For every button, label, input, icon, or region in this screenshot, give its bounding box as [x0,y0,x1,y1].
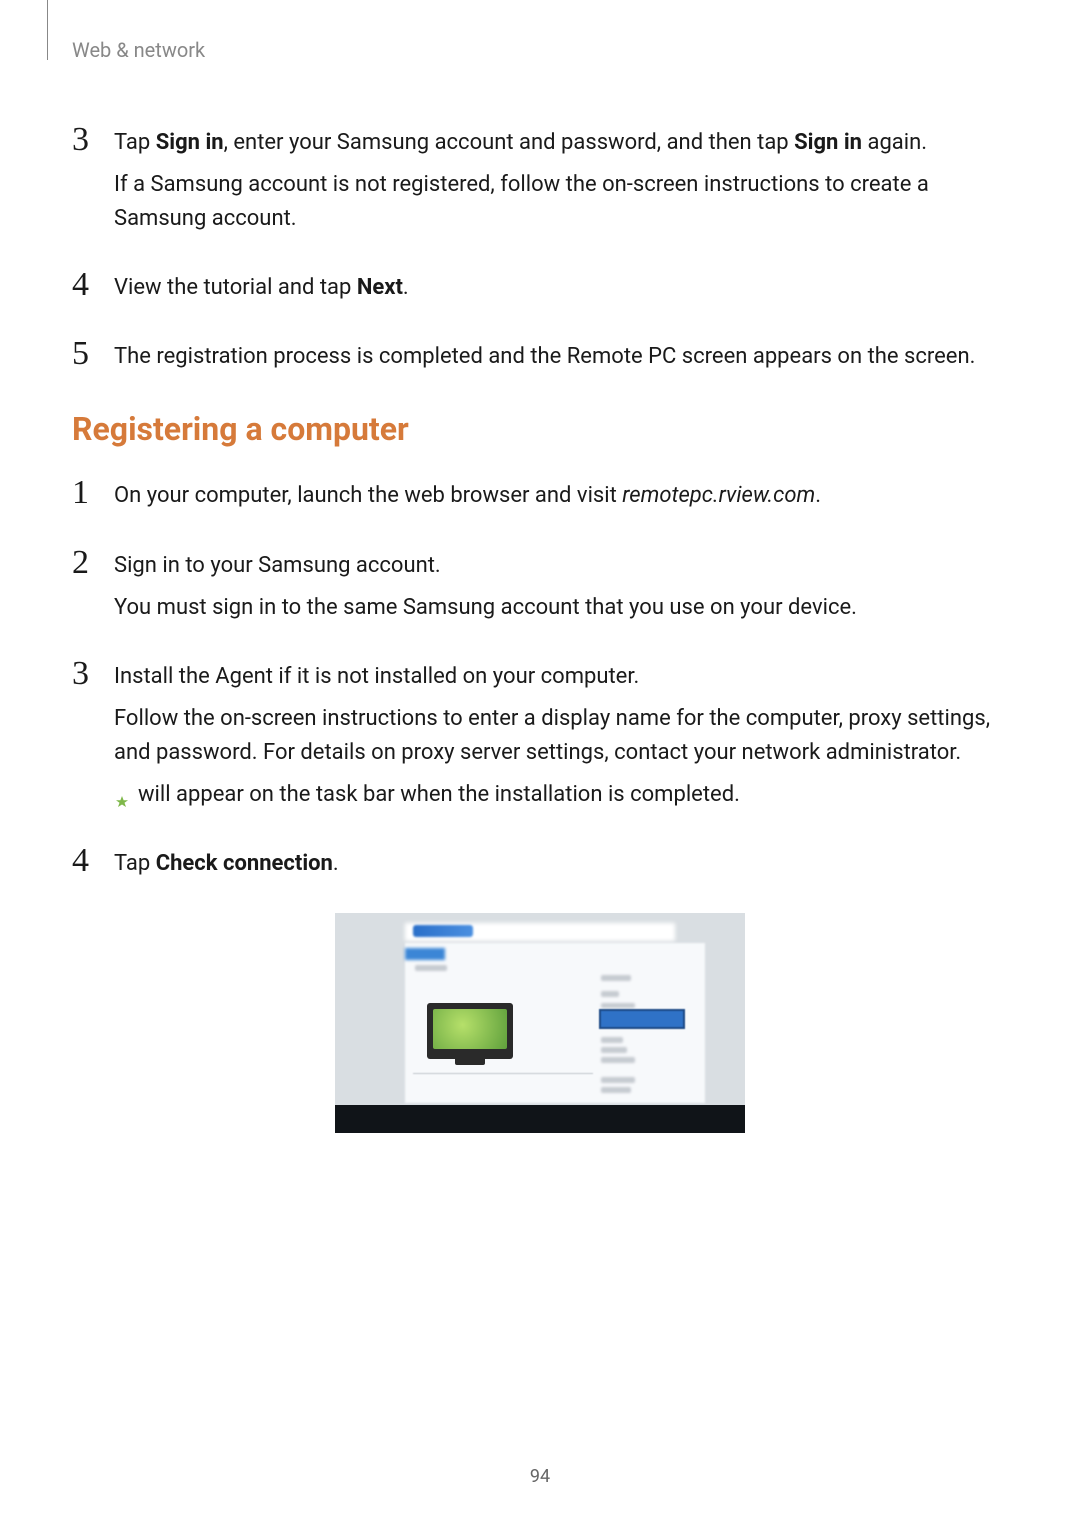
screenshot-footer [335,1105,745,1133]
step-text: Tap [114,851,156,876]
screenshot-text-blur [601,1077,635,1083]
step-text: Tap [114,130,156,155]
step-text: Install the Agent if it is not installed… [114,660,1008,694]
step-text: If a Samsung account is not registered, … [114,168,1008,236]
step-text: You must sign in to the same Samsung acc… [114,591,1008,625]
step-item: 3 Install the Agent if it is not install… [72,657,1008,812]
section-label: Web & network [72,38,205,62]
screenshot-text-blur [601,1057,635,1063]
step-text: On your computer, launch the web browser… [114,483,622,508]
step-italic: remotepc.rview.com [622,483,815,508]
step-number: 4 [72,268,114,302]
step-text: . [333,851,339,876]
step-body: On your computer, launch the web browser… [114,476,1008,513]
step-text: , enter your Samsung account and passwor… [224,130,795,155]
screenshot-text-blur [601,1087,631,1093]
step-text: Sign in to your Samsung account. [114,549,1008,583]
step-bold: Next [357,275,403,300]
step-text: Follow the on-screen instructions to ent… [114,702,1008,770]
step-bold: Sign in [156,130,224,155]
screenshot-monitor-stand [455,1059,485,1065]
screenshot-check-connection-button [601,1011,683,1027]
step-number: 1 [72,476,114,510]
step-text: again. [862,130,927,155]
screenshot-text-blur [415,965,447,971]
screenshot-text-blur [601,1003,635,1008]
registering-step-list: 1 On your computer, launch the web brows… [72,476,1008,881]
page-number: 94 [0,1466,1080,1487]
step-number: 3 [72,123,114,157]
screenshot-text-blur [601,975,631,981]
taskbar-agent-icon [114,787,130,803]
step-item: 5 The registration process is completed … [72,337,1008,374]
step-body: Sign in to your Samsung account. You mus… [114,546,1008,625]
step-bold: Check connection [156,851,333,876]
screenshot-text-blur [601,1037,623,1043]
step-item: 4 View the tutorial and tap Next. [72,268,1008,305]
step-text: will appear on the task bar when the ins… [138,778,740,812]
step-body: Tap Check connection. [114,844,1008,881]
step-body: View the tutorial and tap Next. [114,268,1008,305]
screenshot-logo [413,925,473,937]
step-number: 5 [72,337,114,371]
step-number: 4 [72,844,114,878]
step-text: View the tutorial and tap [114,275,357,300]
step-body: Install the Agent if it is not installed… [114,657,1008,812]
remotepc-screenshot [335,913,745,1133]
step-body: Tap Sign in, enter your Samsung account … [114,123,1008,236]
step-text: . [403,275,409,300]
header-vertical-rule [47,0,48,60]
step-item: 2 Sign in to your Samsung account. You m… [72,546,1008,625]
screenshot-text-blur [601,991,619,997]
step-number: 2 [72,546,114,580]
screenshot-monitor-icon [427,1003,513,1059]
step-item: 1 On your computer, launch the web brows… [72,476,1008,513]
step-item: 4 Tap Check connection. [72,844,1008,881]
screenshot-tab [405,948,445,960]
screenshot-divider [413,1073,593,1074]
step-body: The registration process is completed an… [114,337,1008,374]
section-heading: Registering a computer [72,410,1008,448]
step-text: The registration process is completed an… [114,340,1008,374]
continued-step-list: 3 Tap Sign in, enter your Samsung accoun… [72,123,1008,374]
screenshot-figure [72,913,1008,1133]
step-item: 3 Tap Sign in, enter your Samsung accoun… [72,123,1008,236]
page-header: Web & network [72,18,1008,68]
step-text: . [815,483,821,508]
step-number: 3 [72,657,114,691]
screenshot-text-blur [601,1047,627,1053]
step-bold: Sign in [794,130,862,155]
